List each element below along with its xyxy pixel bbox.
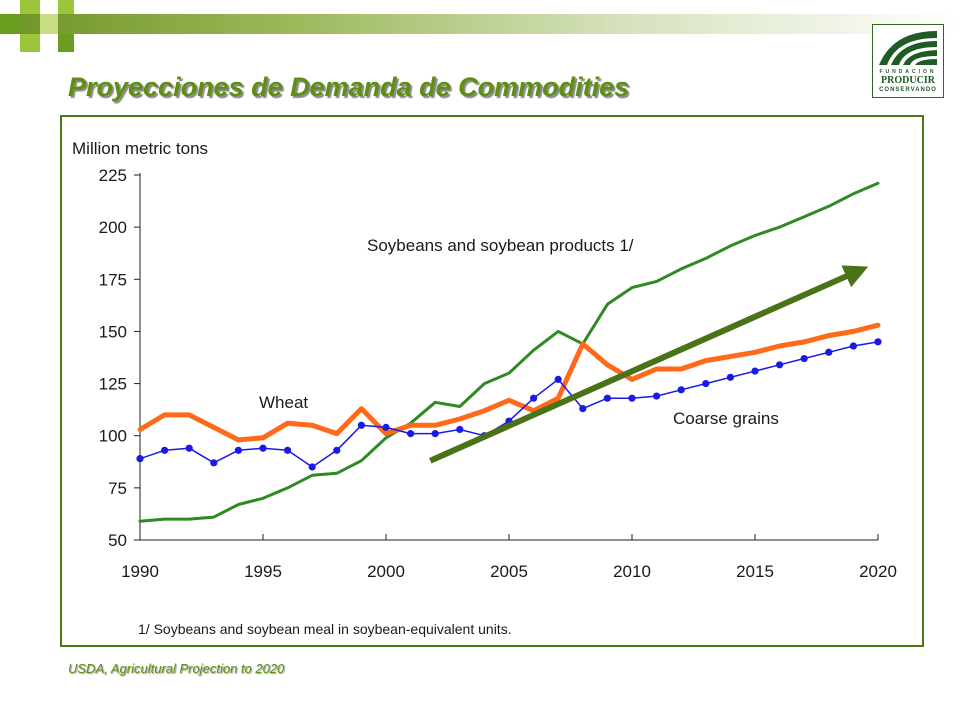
- chart-footnote: 1/ Soybeans and soybean meal in soybean-…: [138, 621, 512, 637]
- y-tick-label: 125: [99, 375, 127, 394]
- coarse-grains-point: [628, 394, 636, 402]
- coarse-grains-point: [333, 446, 341, 454]
- coarse-grains-point: [653, 392, 661, 400]
- coarse-grains-point: [800, 354, 808, 363]
- coarse-grains-point: [677, 386, 685, 394]
- coarse-grains-point: [136, 455, 144, 463]
- coarse-grains-point: [259, 444, 267, 452]
- coarse-grains-point: [874, 338, 882, 346]
- y-tick-label: 100: [99, 427, 127, 446]
- soybeans-series-label: Soybeans and soybean products 1/: [367, 236, 634, 255]
- coarse-grains-point: [456, 425, 464, 434]
- coarse-grains-point: [554, 375, 562, 383]
- x-tick-label: 2005: [490, 562, 528, 581]
- y-tick-label: 150: [99, 322, 127, 341]
- x-tick-label: 1990: [121, 562, 159, 581]
- chart-frame: Million metric tons 50 75 100 125 150 175 200 2…: [60, 115, 924, 647]
- decorative-squares: [0, 0, 80, 60]
- coarse-grains-series-label: Coarse grains: [673, 409, 779, 428]
- coarse-grains-point: [726, 373, 735, 381]
- coarse-grains-point: [185, 444, 193, 452]
- source-note: USDA, Agricultural Projection to 2020: [68, 661, 285, 676]
- coarse-grains-point: [234, 446, 242, 454]
- x-tick-label: 2010: [613, 562, 651, 581]
- trend-arrow: [429, 265, 869, 464]
- coarse-grains-line: [139, 341, 879, 468]
- coarse-grains-point: [530, 394, 538, 402]
- coarse-grains-point: [284, 446, 292, 454]
- y-tick-label: 75: [108, 479, 127, 498]
- coarse-grains-point: [751, 367, 759, 375]
- coarse-grains-point: [161, 446, 169, 454]
- axes: 50 75 100 125 150 175 200 225 1990 1995 2000 2005 20…: [99, 166, 897, 581]
- x-tick-label: 2020: [859, 562, 897, 581]
- coarse-grains-point: [357, 421, 365, 429]
- logo-line-fundacion: FUNDACION: [879, 69, 937, 75]
- wheat-series-label: Wheat: [259, 393, 308, 412]
- soybeans-line: [138, 181, 880, 523]
- fundacion-producir-conservando-logo: FUNDACION PRODUCIR CONSERVANDO: [872, 24, 944, 98]
- x-tick-label: 2015: [736, 562, 774, 581]
- coarse-grains-point: [210, 459, 218, 467]
- slide-title: Proyecciones de Demanda de Commodities: [68, 72, 630, 102]
- coarse-grains-point: [431, 430, 439, 438]
- y-tick-label: 175: [99, 270, 127, 289]
- plot-area: [136, 181, 882, 523]
- y-axis-label: Million metric tons: [72, 139, 208, 158]
- y-tick-label: 200: [99, 218, 127, 237]
- x-tick-label: 1995: [244, 562, 282, 581]
- x-tick-label: 2000: [367, 562, 405, 581]
- coarse-grains-point: [776, 361, 784, 369]
- logo-line-producir: PRODUCIR: [881, 75, 935, 86]
- coarse-grains-point: [825, 348, 833, 356]
- coarse-grains-point: [579, 405, 587, 413]
- logo-field-emblem: [879, 31, 937, 65]
- y-tick-label: 225: [99, 166, 127, 185]
- wheat-line: [137, 322, 881, 443]
- coarse-grains-point: [603, 394, 612, 402]
- y-tick-label: 50: [108, 531, 127, 550]
- coarse-grains-point: [702, 379, 710, 388]
- coarse-grains-point: [382, 423, 390, 431]
- line-chart: Million metric tons 50 75 100 125 150 175 200 2…: [72, 139, 897, 637]
- logo-line-conservando: CONSERVANDO: [879, 87, 937, 93]
- header-gradient-bar: [0, 14, 960, 34]
- coarse-grains-point: [407, 430, 415, 438]
- coarse-grains-point: [308, 463, 316, 471]
- coarse-grains-point: [849, 342, 858, 350]
